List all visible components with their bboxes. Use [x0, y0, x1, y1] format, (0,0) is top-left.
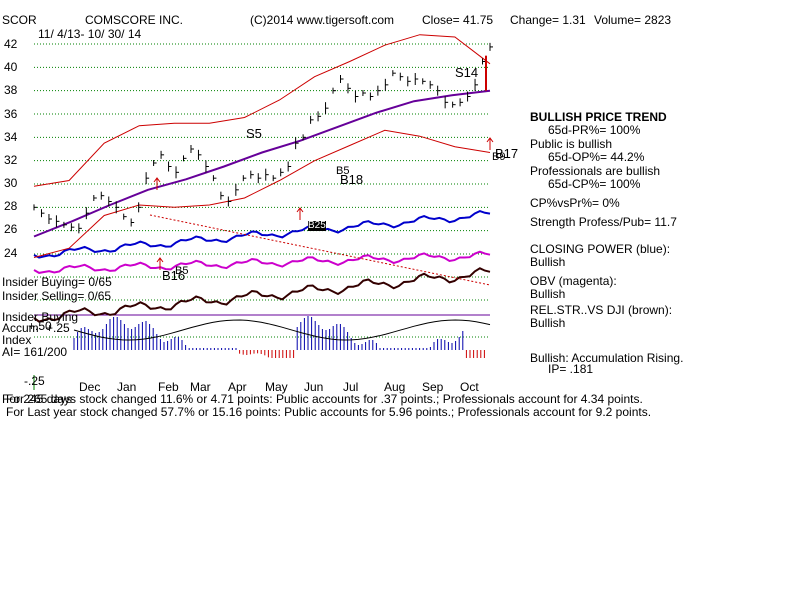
pros-value: 65d-CP%= 100%: [548, 177, 641, 191]
signal-b5-jun: B5: [336, 165, 350, 177]
company-name: COMSCORE INC.: [85, 13, 184, 27]
insider-buying-count: Insider Buying= 0/65: [2, 275, 112, 289]
month-label: Apr: [228, 380, 247, 394]
signal-b9: B9: [492, 151, 506, 163]
cp-vs-pr: CP%vsPr%= 0%: [530, 196, 620, 210]
month-label: May: [265, 380, 288, 394]
signal-b16: B16: [162, 268, 186, 283]
public-title: Public is bullish: [530, 137, 613, 151]
month-label: Sep: [422, 380, 444, 394]
y-tick-label: 40: [4, 60, 18, 74]
insider-buying-label: Insider Buying: [2, 310, 79, 324]
accum-minus25: -.25: [24, 374, 45, 388]
public-value: 65d-OP%= 44.2%: [548, 150, 645, 164]
y-tick-label: 26: [4, 222, 18, 236]
buy-arrow-head: [486, 137, 494, 143]
indicator-lines: [33, 210, 491, 323]
moving-average-line: [33, 89, 491, 238]
buy-arrow-head: [156, 257, 164, 263]
rel-strength-line: [33, 267, 491, 323]
accumulation-title: Bullish: Accumulation Rising.: [530, 351, 684, 365]
y-tick-label: 30: [4, 176, 18, 190]
change-value: Change= 1.31: [510, 13, 586, 27]
lower-band-line: [33, 129, 491, 258]
volume-value: Volume= 2823: [594, 13, 672, 27]
chart-decorations: [153, 137, 494, 270]
trend-title: BULLISH PRICE TREND: [530, 110, 667, 124]
closing-power-value: Bullish: [530, 255, 566, 269]
guide-line: [149, 214, 491, 286]
accumulation-histogram: [73, 316, 491, 358]
footer-line-2: For Last year stock changed 57.7% or 15.…: [6, 405, 652, 419]
accum-plus50: +.50: [28, 319, 52, 333]
rel-strength-title: REL.STR..VS DJI (brown):: [530, 303, 673, 317]
y-tick-label: 32: [4, 153, 18, 167]
closing-power-line: [33, 210, 491, 259]
month-label: Jul: [343, 380, 359, 394]
price-bars: [33, 42, 493, 234]
y-tick-label: 38: [4, 83, 18, 97]
footer-line-1: For 265 days stock changed 11.6% or 4.71…: [6, 392, 643, 406]
index-label: Index: [2, 333, 32, 347]
rel-strength-value: Bullish: [530, 316, 566, 330]
ip-value: IP= .181: [548, 362, 594, 376]
signal-b18: B18: [340, 172, 364, 187]
signal-b25: B25: [308, 220, 326, 231]
ai-value: AI= 161/200: [2, 345, 68, 359]
closing-power-title: CLOSING POWER (blue):: [530, 242, 671, 256]
trend-value: 65d-PR%= 100%: [548, 123, 641, 137]
grid-lines: [33, 43, 490, 390]
accum-label: Accum: [2, 321, 39, 335]
month-label: Dec: [79, 380, 101, 394]
y-tick-label: 34: [4, 130, 18, 144]
obv-title: OBV (magenta):: [530, 274, 617, 288]
signal-s5: S5: [246, 126, 262, 141]
close-value: Close= 41.75: [422, 13, 494, 27]
upper-band-line: [33, 34, 491, 187]
signal-b5-feb: B5: [175, 265, 189, 277]
insider-selling-count: Insider Selling= 0/65: [2, 289, 112, 303]
signal-s14: S14: [455, 65, 479, 80]
pros-title: Professionals are bullish: [530, 164, 661, 178]
y-tick-label: 24: [4, 246, 18, 260]
date-range: 11/ 4/13- 10/ 30/ 14: [38, 27, 142, 41]
strength-ratio: Strength Profess/Pub= 11.7: [530, 215, 677, 229]
obv-value: Bullish: [530, 287, 566, 301]
month-label: Jan: [117, 380, 137, 394]
obv-line: [33, 250, 491, 274]
accumulation-ma-line: [73, 319, 491, 341]
ticker: SCOR: [2, 13, 37, 27]
y-tick-label: 36: [4, 107, 18, 121]
moving-average: [33, 89, 491, 238]
month-label: Jun: [304, 380, 324, 394]
y-tick-label: 28: [4, 199, 18, 213]
overlap-text: For 245 days: [2, 392, 73, 406]
accum-plus25: +.25: [46, 321, 70, 335]
signal-b17: B17: [495, 146, 519, 161]
month-label: Aug: [384, 380, 406, 394]
month-label: Feb: [158, 380, 179, 394]
bollinger-bands: [33, 34, 491, 258]
month-label: Mar: [190, 380, 211, 394]
y-tick-label: 42: [4, 37, 18, 51]
month-label: Oct: [460, 380, 479, 394]
buy-arrow-head: [296, 207, 304, 213]
buy-arrow-head: [153, 177, 161, 183]
copyright: (C)2014 www.tigersoft.com: [250, 13, 395, 27]
